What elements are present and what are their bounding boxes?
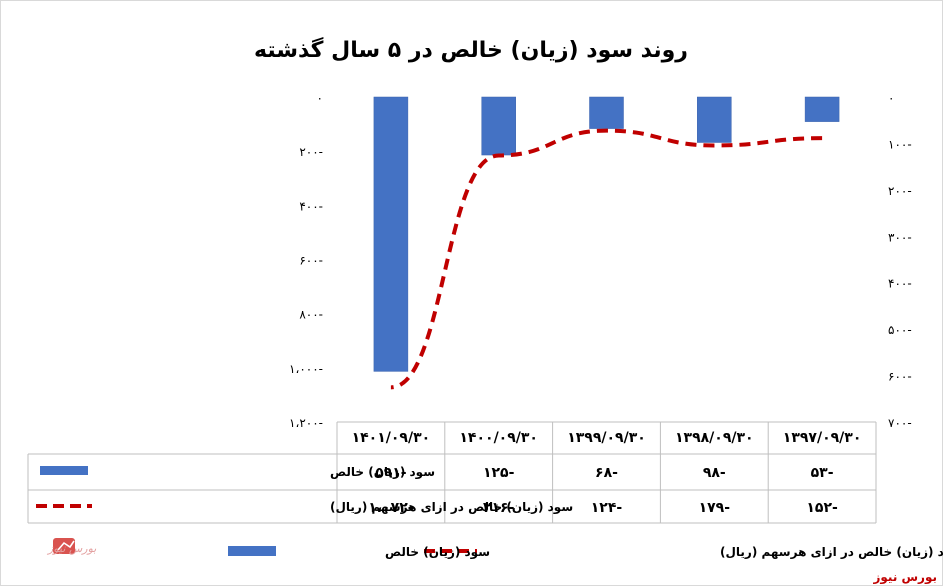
category-label: ۱۴۰۰/۰۹/۳۰ (459, 430, 538, 446)
logo-chart-icon (57, 540, 75, 551)
left-axis-tick-label: ۰ (317, 91, 323, 105)
right-axis-tick-label: ۲۰۰- (888, 184, 912, 198)
logo-text: بورس نیوز (46, 542, 96, 555)
chart-title: روند سود (زیان) خالص در ۵ سال گذشته (254, 36, 688, 63)
category-label: ۱۳۹۷/۰۹/۳۰ (783, 430, 862, 446)
left-axis-tick-label: ۴۰۰- (299, 199, 323, 213)
right-axis-tick-label: ۰ (888, 91, 894, 105)
table-value: ۱۷۹- (699, 500, 731, 516)
right-axis-tick-label: ۷۰۰- (888, 416, 912, 430)
table-value: ۱۲۴- (591, 500, 623, 516)
chart-text: روند سود (زیان) خالص در ۵ سال گذشته ۰ ۲۰۰-… (254, 36, 943, 560)
bar (804, 96, 840, 122)
category-label: ۱۳۹۹/۰۹/۳۰ (567, 430, 646, 446)
left-axis-tick-label: ۱،۲۰۰- (289, 416, 323, 430)
left-axis-tick-label: ۲۰۰- (299, 145, 323, 159)
table-value: ۱۵۲- (806, 500, 838, 516)
right-axis-tick-label: ۴۰۰- (888, 277, 912, 291)
table-value: ۵۹۱- (375, 465, 407, 481)
left-axis-tick-label: ۶۰۰- (299, 254, 323, 268)
bar (697, 96, 732, 143)
bar (373, 96, 409, 372)
category-label: ۱۳۹۸/۰۹/۳۰ (675, 430, 754, 446)
table-value: ۱۲۵- (483, 465, 515, 481)
right-axis-tick-label: ۳۰۰- (888, 230, 912, 244)
table-row-label: سود (زیان) خالص در ازای هرسهم (ریال) (330, 500, 573, 515)
right-axis-tick-label: ۶۰۰- (888, 370, 912, 384)
table-row-label: سود (زیان) خالص (330, 465, 435, 480)
legend-bar-label: سود (زیان) خالص (385, 545, 490, 560)
legend-line-label: سود (زیان) خالص در ازای هرسهم (ریال) (720, 545, 943, 560)
data-table (27, 421, 877, 556)
table-value: ۵۳- (811, 465, 834, 481)
right-axis-tick-label: ۱۰۰- (888, 137, 912, 151)
table-value: ۶۸- (595, 465, 618, 481)
right-axis-tick-label: ۵۰۰- (888, 323, 912, 337)
left-axis-tick-label: ۸۰۰- (299, 308, 323, 322)
bar (589, 96, 624, 129)
legend-bar-key (228, 546, 276, 556)
brand-logo: بورس نیوز (46, 538, 96, 555)
table-value: ۱،۰۷۲- (368, 500, 413, 516)
table-bar-legend-key (40, 466, 88, 475)
series-line (390, 128, 823, 390)
category-label: ۱۴۰۱/۰۹/۳۰ (352, 430, 431, 446)
left-axis-tick-label: ۱،۰۰۰- (289, 362, 323, 376)
bar (481, 96, 516, 156)
table-value: ۹۸- (703, 465, 726, 481)
plot-area (373, 96, 840, 390)
table-value: ۲۱۶- (483, 500, 515, 516)
watermark-text: بورس نیوز (873, 570, 937, 584)
